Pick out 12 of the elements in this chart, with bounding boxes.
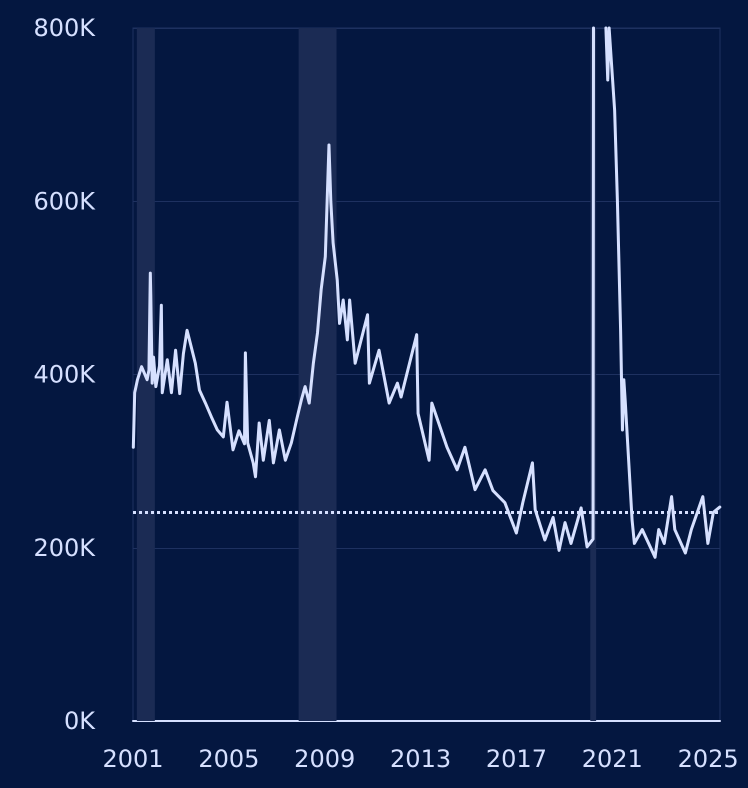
x-tick-label: 2009 [294,745,356,773]
y-tick-label: 400K [33,360,96,388]
x-tick-label: 2001 [102,745,164,773]
x-tick-label: 2017 [486,745,547,773]
y-tick-label: 200K [33,534,96,562]
y-tick-label: 800K [33,14,96,42]
x-tick-label: 2013 [390,745,452,773]
x-tick-label: 2025 [678,745,739,773]
y-tick-label: 600K [33,187,96,216]
x-tick-label: 2021 [582,745,643,773]
y-tick-label: 0K [64,707,96,735]
x-tick-label: 2005 [198,745,260,773]
